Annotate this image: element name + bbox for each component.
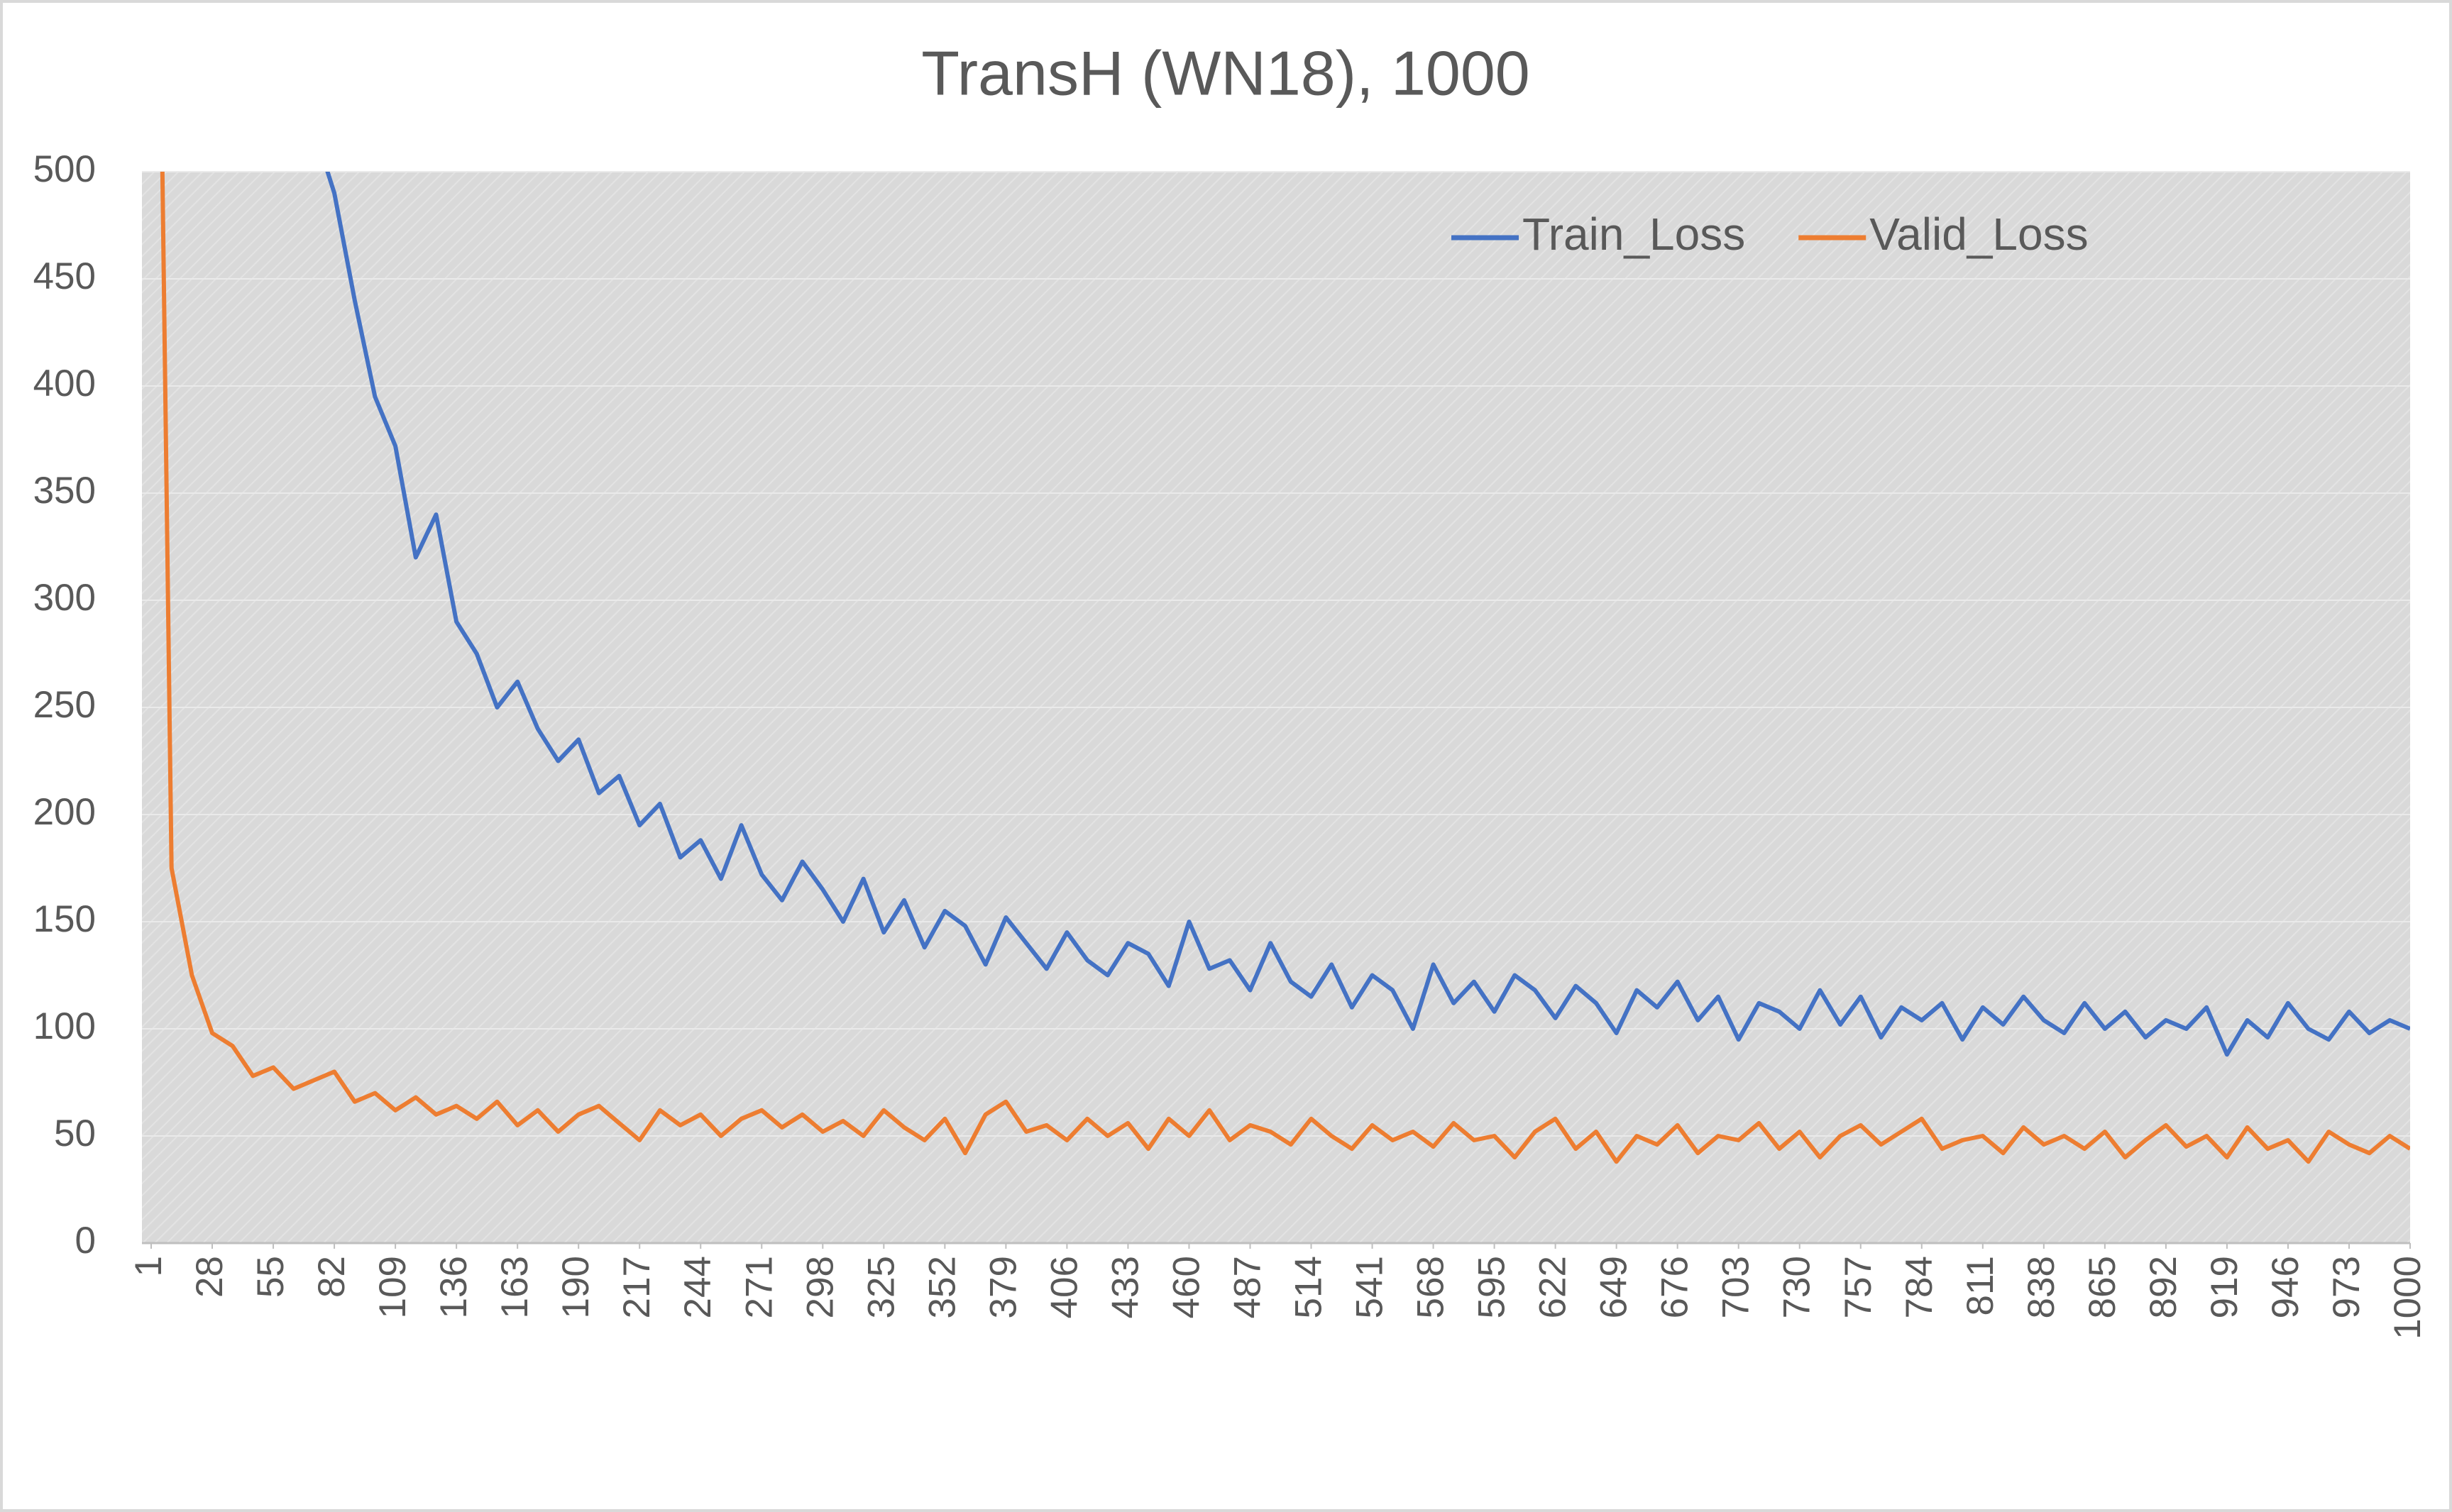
x-tick-label: 703: [1715, 1256, 1757, 1318]
x-tick-label: 541: [1349, 1256, 1391, 1318]
x-tick-label: 109: [372, 1256, 414, 1318]
x-tick-label: 271: [738, 1256, 780, 1318]
line-series: [325, 172, 2410, 1057]
y-tick-label: 100: [33, 1005, 96, 1047]
y-tick-label: 500: [33, 148, 96, 190]
x-tick-label: 28: [189, 1256, 231, 1298]
x-tick-label: 730: [1776, 1256, 1818, 1318]
x-tick-label: 1000: [2387, 1256, 2429, 1340]
legend-label: Train_Loss: [1522, 209, 1745, 260]
x-tick-label: 406: [1043, 1256, 1085, 1318]
x-tick-label: 55: [250, 1256, 292, 1298]
y-tick-label: 350: [33, 470, 96, 512]
x-tick-label: 487: [1226, 1256, 1268, 1318]
x-tick-label: 352: [921, 1256, 963, 1318]
x-tick-label: 811: [1959, 1256, 2001, 1316]
x-tick-label: 460: [1165, 1256, 1207, 1318]
series-group: [160, 172, 2410, 1164]
y-tick-label: 400: [33, 363, 96, 404]
x-tick-label: 217: [616, 1256, 658, 1318]
line-series: [160, 172, 2410, 1164]
x-tick-label: 136: [433, 1256, 475, 1318]
x-tick-label: 622: [1532, 1256, 1574, 1318]
x-tick-label: 433: [1104, 1256, 1146, 1318]
y-tick-label: 250: [33, 684, 96, 726]
x-tick-label: 82: [311, 1256, 353, 1298]
x-tick-label: 757: [1837, 1256, 1879, 1318]
y-tick-label: 450: [33, 255, 96, 297]
x-tick-label: 379: [982, 1256, 1024, 1318]
x-tick-label: 595: [1471, 1256, 1513, 1318]
x-tick-label: 676: [1654, 1256, 1696, 1318]
y-tick-label: 150: [33, 898, 96, 940]
x-tick-label: 325: [860, 1256, 902, 1318]
x-tick-label: 163: [494, 1256, 536, 1318]
x-tick-label: 649: [1593, 1256, 1635, 1318]
x-tick-label: 568: [1410, 1256, 1452, 1318]
x-tick-label: 946: [2265, 1256, 2307, 1318]
x-tick-label: 973: [2326, 1256, 2368, 1318]
y-tick-label: 50: [54, 1113, 96, 1154]
x-tick-label: 190: [555, 1256, 597, 1318]
chart-title: TransH (WN18), 1000: [921, 38, 1529, 108]
legend-label: Valid_Loss: [1869, 209, 2088, 260]
x-tick-label: 784: [1898, 1256, 1940, 1318]
y-tick-label: 0: [75, 1220, 96, 1262]
y-tick-label: 200: [33, 791, 96, 833]
x-tick-label: 298: [799, 1256, 841, 1318]
x-tick-label: 892: [2143, 1256, 2184, 1318]
x-tick-label: 244: [677, 1256, 719, 1318]
x-tick-label: 919: [2204, 1256, 2245, 1318]
y-tick-label: 300: [33, 577, 96, 619]
x-tick-label: 838: [2021, 1256, 2062, 1318]
x-tick-label: 514: [1288, 1256, 1330, 1318]
x-tick-label: 1: [128, 1256, 170, 1276]
x-tick-label: 865: [2082, 1256, 2123, 1318]
